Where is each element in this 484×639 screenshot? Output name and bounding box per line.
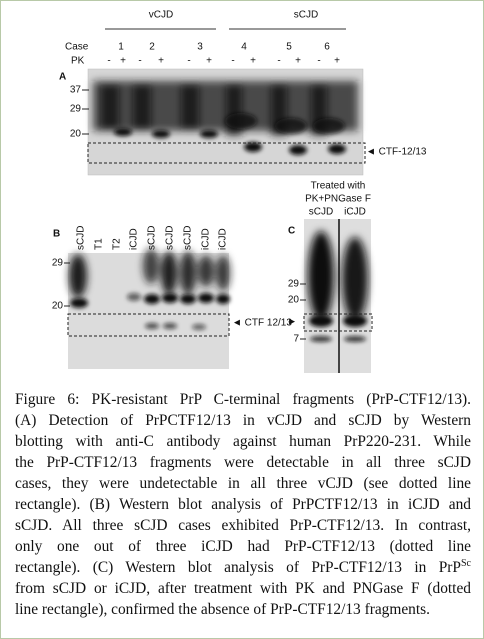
caption-line: only one out of three iCJD had PrP-CTF12… [15,538,471,555]
pk: - [187,56,190,67]
marker: 29 [52,258,64,269]
caption-line: rectangle). (B) Western blot analysis of… [15,496,471,513]
caption-line: the PrP-CTF12/13 fragments were detectab… [15,454,471,471]
pk: - [277,56,280,67]
marker: 29 [70,104,82,115]
case-label: Case [65,42,89,53]
blot-c [304,219,371,373]
case: 6 [324,42,330,53]
marker: 20 [52,301,64,312]
pk: - [317,56,320,67]
blot-b [68,248,230,369]
caption-line: Figure 6: PK-resistant PrP C-terminal fr… [15,391,471,408]
header: PK+PNGase F [305,194,371,205]
lane-label: iCJD [218,228,229,250]
lane-label: T2 [112,238,123,250]
lane-label: sCJD [165,226,176,250]
caption-line: from sCJD or iCJD, after treatment with … [15,580,471,597]
figure: vCJD sCJD Case 1 2 3 4 5 6 PK - + - + - … [52,10,427,373]
lane-label: iCJD [201,228,212,250]
case: 4 [241,42,247,53]
caption-text: rectangle). (C) Western blot analysis of… [15,559,461,576]
case: 5 [286,42,292,53]
marker: 29 [288,279,300,290]
pk-label: PK [71,56,85,67]
pk: + [250,56,256,67]
caption-line: rectangle). (C) Western blot analysis of… [15,557,471,578]
lane-label: iCJD [129,228,140,250]
header: Treated with [311,181,366,192]
marker: 7 [293,334,299,345]
lane-label: iCJD [344,207,366,218]
group-label: sCJD [294,10,318,21]
superscript: Sc [461,557,471,569]
case: 3 [197,42,203,53]
lane-label: sCJD [147,226,158,250]
pk: - [138,56,141,67]
dotted-rectangle [87,142,366,164]
case: 2 [149,42,155,53]
panel-label: A [59,72,66,83]
caption-line: line rectangle), confirmed the absence o… [15,601,430,618]
pk: + [120,56,126,67]
case: 1 [118,42,124,53]
annotation: ◄ CTF 12/13 [232,318,292,329]
group-label: vCJD [149,10,173,21]
lane-label: sCJD [309,207,333,218]
caption-line: (A) Detection of PrPCTF12/13 in vCJD and… [15,412,471,429]
caption-line: blotting with anti-C antibody against hu… [15,433,471,450]
dotted-rectangle [67,313,230,337]
pk: + [334,56,340,67]
pk: - [107,56,110,67]
annotation: ◄ CTF-12/13 [366,147,427,158]
caption: Figure 6: PK-resistant PrP C-terminal fr… [15,389,471,620]
pk: + [295,56,301,67]
blot-a [87,68,364,176]
arrow: ► [287,317,297,328]
caption-line: cases, they were undetectable in all thr… [15,475,471,492]
marker: 20 [70,129,82,140]
lane-label: sCJD [183,226,194,250]
pk: - [231,56,234,67]
caption-line: sCJD. All three sCJD cases exhibited PrP… [15,517,471,534]
pk: + [206,56,212,67]
lane-label: T1 [94,238,105,250]
panel-label: B [53,229,60,240]
panel-label: C [288,226,295,237]
marker: 20 [288,295,300,306]
dotted-rectangle [303,313,373,332]
lane-label: sCJD [76,226,87,250]
marker: 37 [70,85,82,96]
pk: + [158,56,164,67]
